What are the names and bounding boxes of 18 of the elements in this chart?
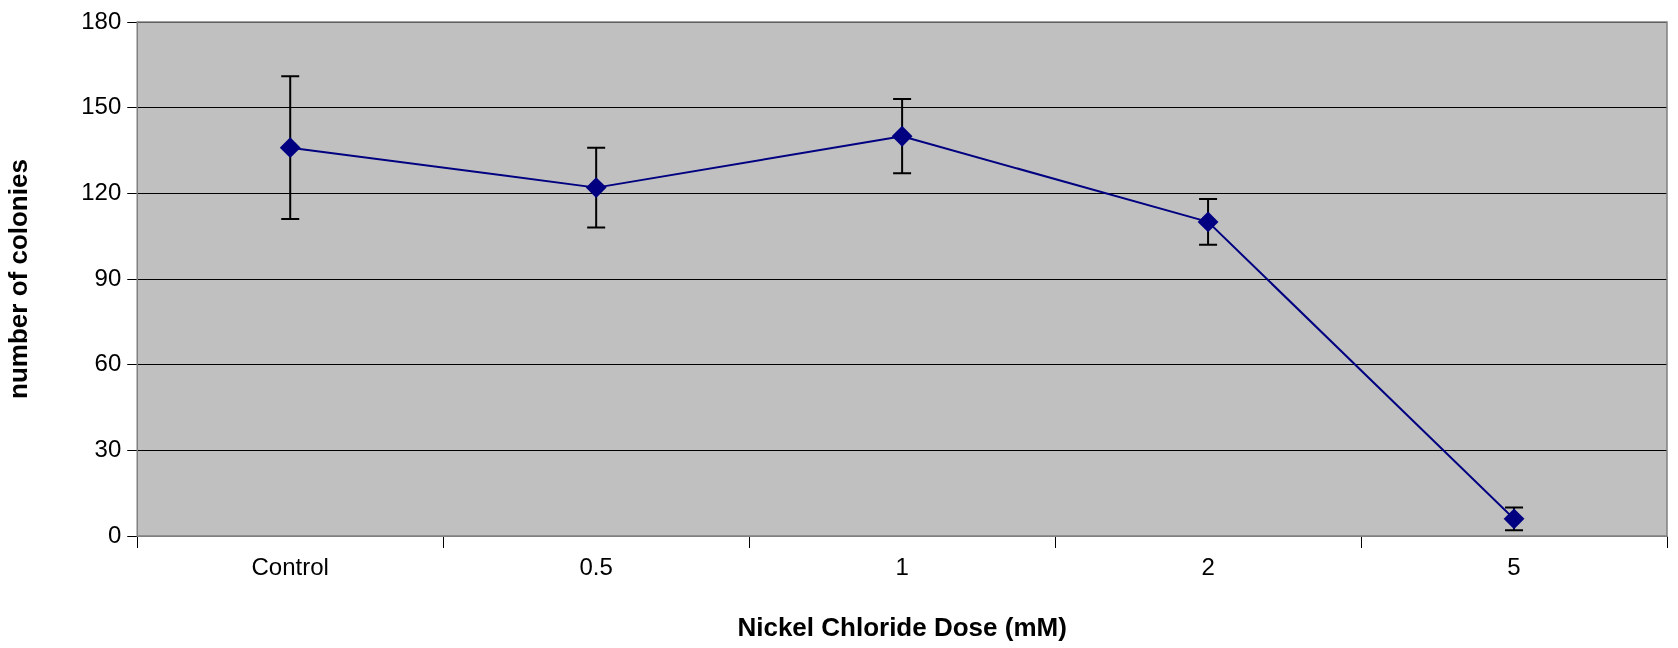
y-tick-label: 150: [81, 92, 122, 120]
y-tick-label: 0: [107, 520, 122, 548]
point: [892, 126, 913, 147]
y-tick-label: 60: [94, 349, 122, 377]
y-tick-label: 90: [94, 263, 122, 291]
x-tick-label: 0.5: [579, 553, 613, 581]
y-tick-label: 30: [94, 434, 122, 462]
y-tick-label: 120: [81, 177, 122, 205]
y-axis-title: number of colonies: [2, 159, 33, 399]
x-tick-label: Control: [251, 553, 329, 581]
point: [1198, 211, 1219, 232]
x-axis-title: Nickel Chloride Dose (mM): [737, 611, 1067, 642]
x-tick-label: 2: [1201, 553, 1215, 581]
x-tick-label: 5: [1507, 553, 1521, 581]
y-tick-label: 180: [81, 6, 122, 34]
point: [280, 137, 301, 158]
x-tick-label: 1: [895, 553, 909, 581]
point: [586, 177, 607, 198]
